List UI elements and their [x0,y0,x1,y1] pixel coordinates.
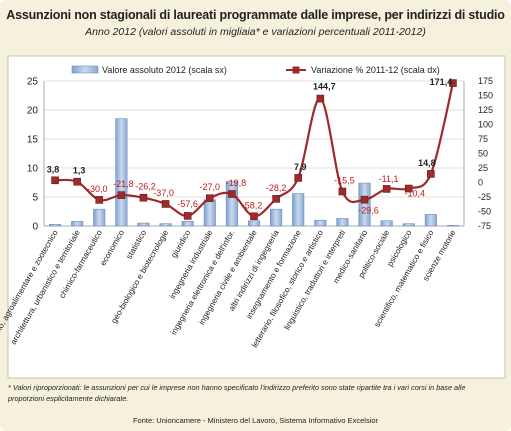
legend-line-label: Variazione % 2011-12 (scala dx) [311,65,440,75]
line-point [139,193,148,202]
combo-chart: 0 5 10 15 20 25 -75 -50 -25 0 25 50 75 100 125 150 175 3… [0,55,506,379]
line-point [449,79,457,87]
line-point [404,184,413,193]
line-data-label: -37,0 [153,188,174,198]
y-left-tick-label: 0 [32,222,38,233]
y-right-tick-label: 125 [478,105,493,115]
line-data-label: -15,5 [334,175,355,185]
line-point [382,185,391,193]
line-point [205,194,214,202]
line-data-label: -29,6 [358,206,379,216]
line-point [250,212,258,221]
line-point [51,176,59,185]
y-right-tick-label: 25 [478,163,488,173]
bar [203,199,216,227]
line-point [316,94,325,103]
footnote: * Valori riproporzionati: le assunzioni … [8,383,466,403]
bar [336,218,349,227]
y-left-tick-label: 15 [27,135,39,146]
y-right-tick-label: -75 [478,221,491,231]
bar [358,182,371,227]
y-right-tick-label: 0 [478,178,483,188]
chart-subtitle: Anno 2012 (valori assoluti in migliaia* … [85,26,426,38]
y-right-tick-label: 50 [478,149,488,159]
source-note: Fonte: Unioncamere - Ministero del Lavor… [132,416,379,425]
line-data-label: 1,3 [73,166,86,176]
y-right-tick-label: 75 [478,134,488,144]
line-data-label: 14,8 [418,158,436,168]
bar [446,225,459,227]
bar [380,220,393,227]
line-point [228,190,236,198]
y-right-tick-label: -50 [478,207,491,217]
line-point [73,177,81,186]
bar [270,208,283,227]
line-data-label: 7,9 [294,162,307,172]
line-data-label: -28,2 [266,183,287,193]
line-point [183,212,192,220]
bar [424,214,437,227]
line-point [427,170,435,178]
bar [181,221,194,227]
line-point [95,196,104,204]
line-data-label: -21,8 [113,179,134,189]
bar [115,118,128,227]
line-point [117,191,126,199]
line-point [338,187,347,196]
line-data-label: -27,0 [200,182,221,192]
line-data-label: -57,6 [177,199,198,209]
line-data-label: 171,4 [430,77,453,87]
line-point [161,200,170,208]
bar [402,223,415,227]
line-data-label: -30,0 [87,184,108,194]
line-point [272,195,280,203]
line-point [294,174,303,182]
legend: Valore assoluto 2012 (scala sx) Variazion… [71,65,440,75]
bar [49,223,62,227]
line-data-label: -58,2 [242,200,263,210]
legend-bar-swatch [71,65,99,74]
y-right-tick-label: 100 [478,120,493,130]
line-data-label: 144,7 [313,82,336,92]
y-left-tick-label: 25 [27,77,39,88]
legend-line-marker [292,66,300,74]
bar [159,223,172,227]
bar [314,219,327,227]
line-point [360,195,369,204]
line-data-label: 3,8 [47,164,60,174]
bar [137,222,150,227]
y-right-tick-label: 175 [478,76,493,86]
line-data-label: -11,1 [379,174,399,184]
y-left-tick-label: 5 [32,193,38,204]
y-left-tick-label: 20 [27,106,39,117]
line-data-label: -26,2 [135,182,156,192]
y-right-tick-label: -25 [478,192,491,202]
y-left-tick-label: 10 [27,164,39,175]
bar-series [49,118,459,227]
line-series: 3,8 1,3-30,0 -21,8 -26,2-37,0-57,6-27,0 -19,… [47,77,457,221]
legend-bar-label: Valore assoluto 2012 (scala sx) [102,65,227,75]
bar [93,208,106,227]
y-right-tick-label: 150 [478,91,493,101]
line-data-label: -19,8 [226,178,247,188]
bar [292,193,305,227]
bar [247,220,261,227]
chart-title: Assunzioni non stagionali di laureati pr… [6,8,505,22]
line-data-label: -10,4 [404,189,425,199]
bar [225,181,238,227]
bar [71,221,84,227]
